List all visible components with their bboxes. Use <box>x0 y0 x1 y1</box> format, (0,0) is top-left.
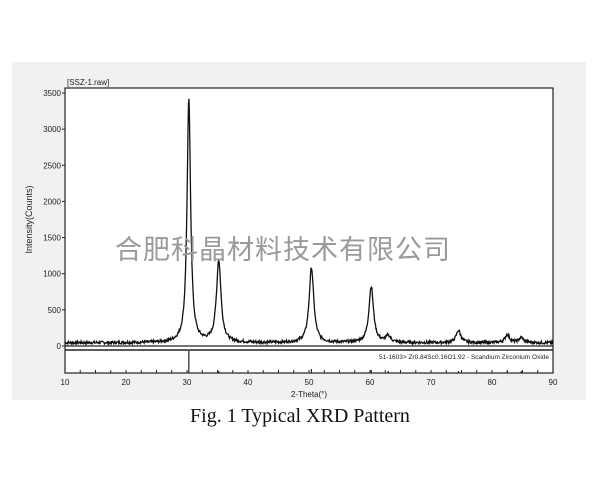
x-tick-label: 80 <box>488 378 497 387</box>
y-axis-label: Intensity(Counts) <box>24 185 34 253</box>
y-tick-label: 2000 <box>43 197 61 206</box>
watermark: 合肥科晶材料技术有限公司 <box>115 235 451 266</box>
y-tick-label: 1000 <box>43 270 61 279</box>
y-tick-label: 3000 <box>43 125 61 134</box>
xrd-pattern-line <box>64 98 554 347</box>
x-tick-label: 90 <box>549 378 558 387</box>
y-tick-label: 500 <box>48 306 62 315</box>
figure-caption: Fig. 1 Typical XRD Pattern <box>190 405 410 427</box>
y-tick-label: 2500 <box>43 161 61 170</box>
x-tick-label: 70 <box>427 378 436 387</box>
y-tick-label: 1500 <box>43 234 61 243</box>
x-axis-label: 2-Theta(°) <box>291 390 327 399</box>
plot-frame <box>64 87 554 374</box>
y-tick-label: 0 <box>57 342 62 351</box>
reference-label: 51-1603> Zr0.84Sc0.16O1.92 - Scandium Zi… <box>379 354 549 361</box>
x-tick-label: 60 <box>366 378 375 387</box>
x-tick-label: 30 <box>183 378 192 387</box>
x-tick-label: 50 <box>305 378 314 387</box>
file-label: [SSZ-1.raw] <box>67 78 109 87</box>
x-tick-label: 20 <box>122 378 131 387</box>
x-tick-label: 10 <box>61 378 70 387</box>
y-tick-label: 3500 <box>43 89 61 98</box>
x-tick-label: 40 <box>244 378 253 387</box>
